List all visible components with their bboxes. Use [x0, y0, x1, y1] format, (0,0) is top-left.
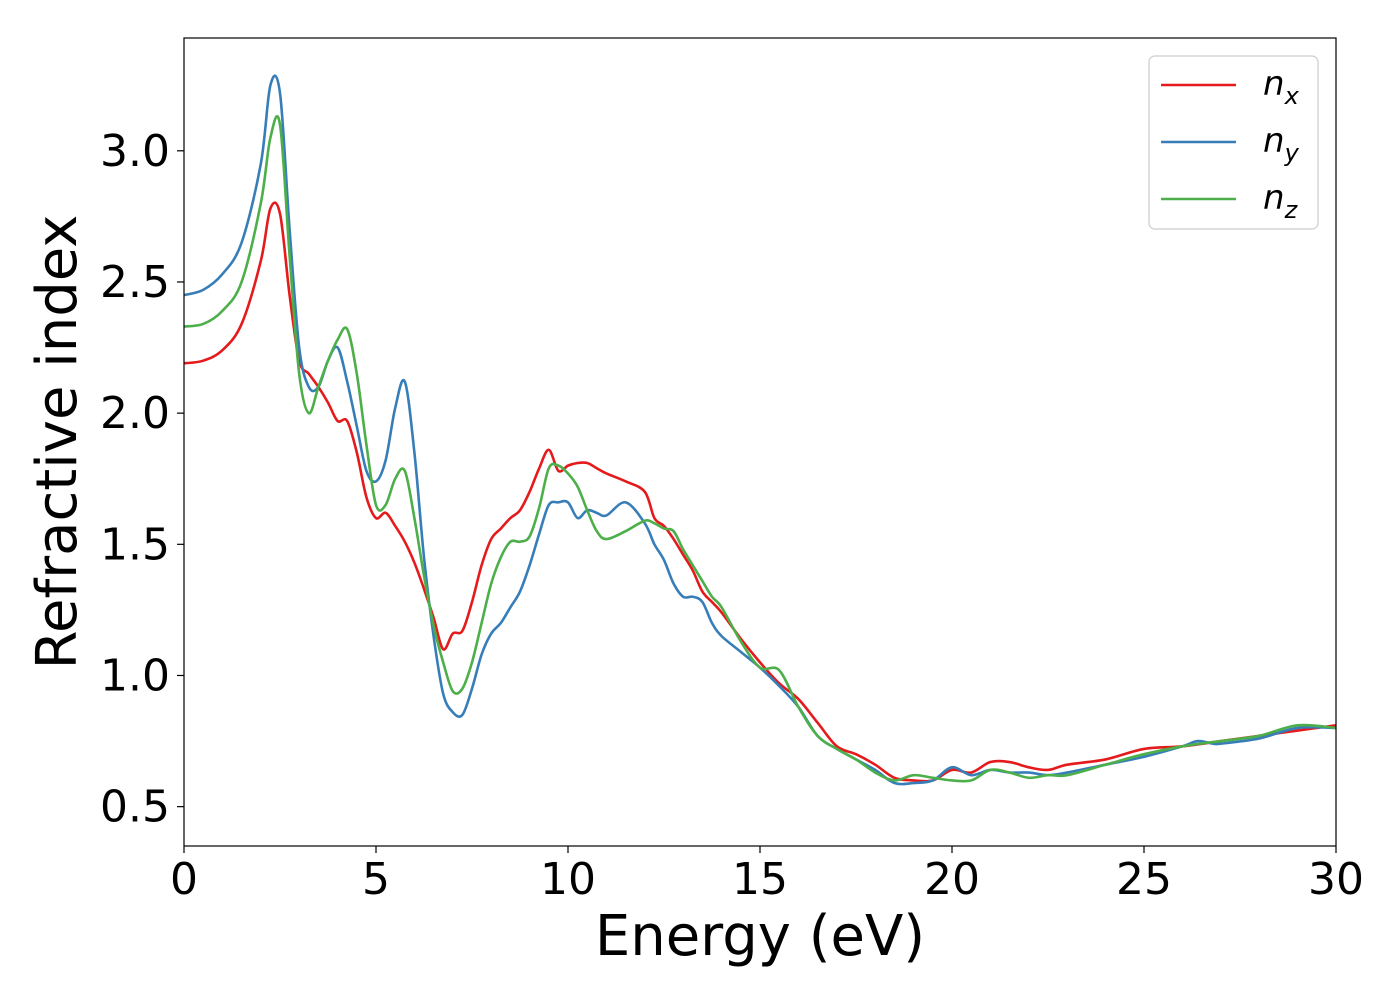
- y-tick-label: 3.0: [100, 126, 170, 177]
- y-axis-title: Refractive index: [25, 215, 90, 670]
- series-layer: [184, 74, 1336, 786]
- x-tick-label: 15: [732, 854, 788, 905]
- x-tick-label: 25: [1116, 854, 1172, 905]
- y-tick-label: 2.5: [100, 257, 170, 308]
- y-tick-label: 1.0: [100, 650, 170, 701]
- y-tick-label: 1.5: [100, 519, 170, 570]
- x-axis-title: Energy (eV): [595, 904, 925, 969]
- x-tick-label: 10: [540, 854, 596, 905]
- x-tick-label: 5: [362, 854, 390, 905]
- series-line-x: [184, 201, 1336, 783]
- y-tick-label: 2.0: [100, 388, 170, 439]
- x-tick-label: 20: [924, 854, 980, 905]
- y-tick-label: 0.5: [100, 782, 170, 833]
- x-axis-ticks: 0 5 10 15 20 25 30: [170, 846, 1364, 905]
- y-axis-ticks: 0.5 1.0 1.5 2.0 2.5 3.0: [100, 126, 184, 833]
- x-tick-label: 0: [170, 854, 198, 905]
- x-tick-label: 30: [1308, 854, 1364, 905]
- series-line-z: [184, 115, 1336, 783]
